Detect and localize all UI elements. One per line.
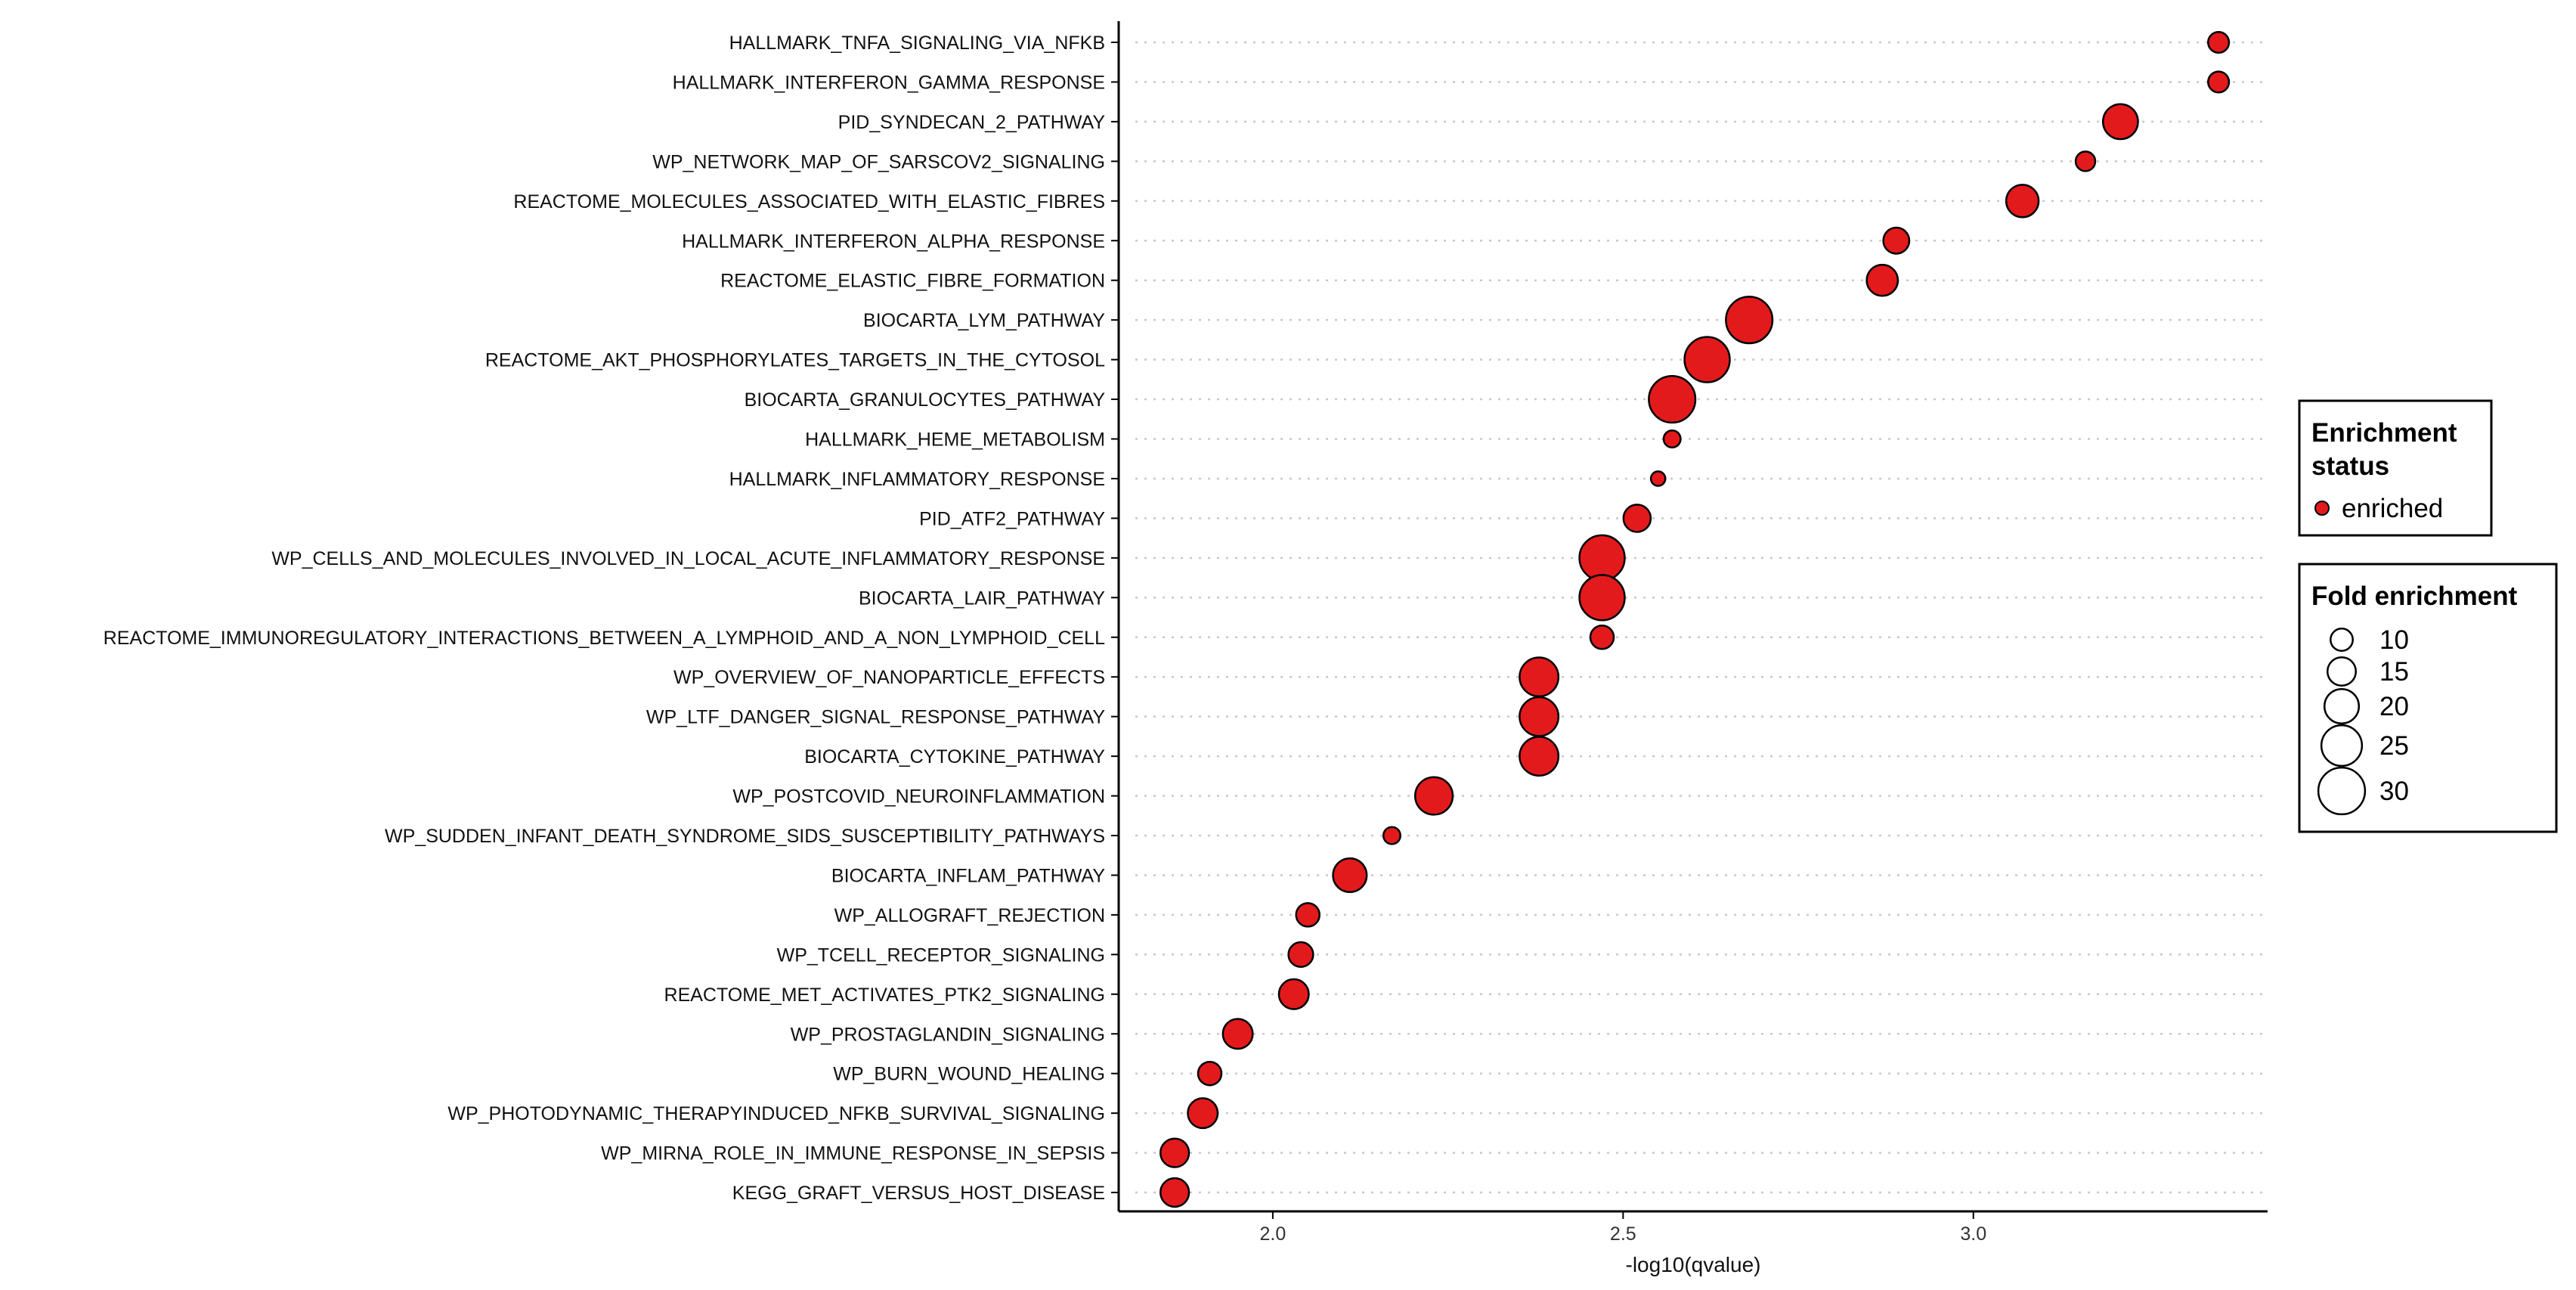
y-tick-label: BIOCARTA_LYM_PATHWAY: [863, 310, 1105, 331]
data-point: [1159, 1177, 1190, 1208]
size-legend-label: 10: [2379, 625, 2409, 655]
size-legend-circle: [2320, 724, 2364, 767]
x-tick-label: 2.5: [1610, 1223, 1636, 1245]
size-legend-circle: [2317, 766, 2367, 816]
size-legend-circle: [2326, 656, 2358, 687]
data-point: [1197, 1060, 1223, 1087]
y-tick-label: BIOCARTA_GRANULOCYTES_PATHWAY: [745, 389, 1106, 411]
size-legend-label: 20: [2379, 692, 2409, 721]
y-tick-label: WP_BURN_WOUND_HEALING: [833, 1064, 1105, 1085]
data-point: [1578, 534, 1626, 582]
y-tick-label: WP_CELLS_AND_MOLECULES_INVOLVED_IN_LOCAL…: [271, 548, 1105, 569]
y-tick-label: WP_POSTCOVID_NEUROINFLAMMATION: [732, 786, 1105, 808]
data-point: [1382, 826, 1401, 845]
y-tick-label: HALLMARK_INTERFERON_GAMMA_RESPONSE: [673, 72, 1105, 93]
size-legend-label: 15: [2379, 657, 2409, 687]
y-tick-label: WP_PHOTODYNAMIC_THERAPYINDUCED_NFKB_SURV…: [447, 1103, 1105, 1124]
data-point: [1683, 336, 1731, 383]
size-legend-circle: [2330, 628, 2354, 652]
y-tick-label: REACTOME_MET_ACTIVATES_PTK2_SIGNALING: [664, 985, 1105, 1006]
data-point: [1287, 941, 1314, 968]
data-points: [1159, 30, 2231, 1208]
y-tick-label: REACTOME_IMMUNOREGULATORY_INTERACTIONS_B…: [104, 628, 1105, 649]
data-point: [1725, 296, 1774, 345]
size-legend-title: Fold enrichment: [2311, 581, 2518, 611]
data-point: [1159, 1137, 1190, 1168]
y-tick-label: HALLMARK_TNFA_SIGNALING_VIA_NFKB: [729, 33, 1105, 54]
data-point: [1578, 574, 1626, 622]
data-point: [1865, 263, 1899, 297]
data-point: [1295, 902, 1321, 928]
y-tick-label: WP_LTF_DANGER_SIGNAL_RESPONSE_PATHWAY: [646, 707, 1105, 728]
y-tick-label: WP_PROSTAGLANDIN_SIGNALING: [791, 1024, 1105, 1045]
y-tick-label: WP_NETWORK_MAP_OF_SARSCOV2_SIGNALING: [652, 151, 1105, 172]
y-tick-label: REACTOME_AKT_PHOSPHORYLATES_TARGETS_IN_T…: [485, 350, 1105, 371]
data-point: [1662, 429, 1682, 448]
y-tick-label: REACTOME_ELASTIC_FIBRE_FORMATION: [720, 271, 1105, 292]
y-tick-label: HALLMARK_INFLAMMATORY_RESPONSE: [729, 469, 1105, 490]
status-legend-title-line2: status: [2311, 451, 2389, 481]
y-tick-label: KEGG_GRAFT_VERSUS_HOST_DISEASE: [732, 1183, 1105, 1204]
data-point: [1277, 978, 1310, 1010]
data-point: [1648, 375, 1697, 424]
size-legend-circle: [2323, 687, 2361, 725]
y-tick-label: BIOCARTA_INFLAM_PATHWAY: [831, 865, 1105, 886]
data-point: [2005, 184, 2040, 219]
y-tick-label: PID_ATF2_PATHWAY: [919, 508, 1105, 529]
data-point: [1187, 1097, 1219, 1130]
y-tick-label: PID_SYNDECAN_2_PATHWAY: [838, 112, 1106, 133]
pathway-labels: HALLMARK_TNFA_SIGNALING_VIA_NFKB HALLMARK…: [104, 33, 1119, 1204]
y-tick-label: BIOCARTA_CYTOKINE_PATHWAY: [804, 746, 1105, 767]
x-tick-label: 3.0: [1960, 1223, 1986, 1245]
status-legend-label: enriched: [2342, 494, 2443, 523]
status-legend-swatch: [2314, 501, 2330, 516]
status-legend: Enrichment status enriched: [2298, 399, 2493, 537]
data-point: [1332, 857, 1368, 893]
data-point: [1519, 656, 1560, 698]
data-point: [2207, 70, 2231, 94]
y-tick-label: HALLMARK_INTERFERON_ALPHA_RESPONSE: [682, 231, 1105, 252]
data-point: [2101, 103, 2139, 141]
data-point: [2207, 30, 2231, 54]
size-legend-label: 30: [2379, 777, 2409, 806]
x-tick-label: 2.0: [1260, 1223, 1286, 1245]
x-axis-title: -log10(qvalue): [1626, 1253, 1761, 1276]
data-point: [1649, 470, 1667, 487]
size-legend-label: 25: [2379, 731, 2409, 761]
data-point: [1622, 504, 1652, 533]
y-tick-label: WP_MIRNA_ROLE_IN_IMMUNE_RESPONSE_IN_SEPS…: [601, 1143, 1105, 1164]
data-point: [1519, 736, 1560, 777]
data-point: [1589, 625, 1615, 650]
data-point: [1413, 776, 1454, 816]
data-point: [1882, 226, 1911, 255]
y-tick-label: HALLMARK_HEME_METABOLISM: [805, 429, 1105, 451]
y-tick-label: WP_SUDDEN_INFANT_DEATH_SYNDROME_SIDS_SUS…: [385, 826, 1105, 847]
y-tick-label: WP_TCELL_RECEPTOR_SIGNALING: [777, 944, 1105, 966]
data-point: [2074, 150, 2097, 172]
x-axis-ticks: 2.0 2.5 3.0: [1260, 1211, 1986, 1245]
status-legend-title-line1: Enrichment: [2311, 418, 2457, 448]
grid-lines: [1135, 41, 2268, 1194]
y-tick-label: BIOCARTA_LAIR_PATHWAY: [859, 588, 1105, 609]
data-point: [1519, 696, 1560, 737]
y-tick-label: REACTOME_MOLECULES_ASSOCIATED_WITH_ELAST…: [513, 191, 1105, 212]
y-tick-label: WP_ALLOGRAFT_REJECTION: [834, 905, 1105, 926]
status-legend-box: [2298, 399, 2493, 537]
y-tick-label: WP_OVERVIEW_OF_NANOPARTICLE_EFFECTS: [673, 667, 1105, 688]
data-point: [1221, 1018, 1254, 1050]
